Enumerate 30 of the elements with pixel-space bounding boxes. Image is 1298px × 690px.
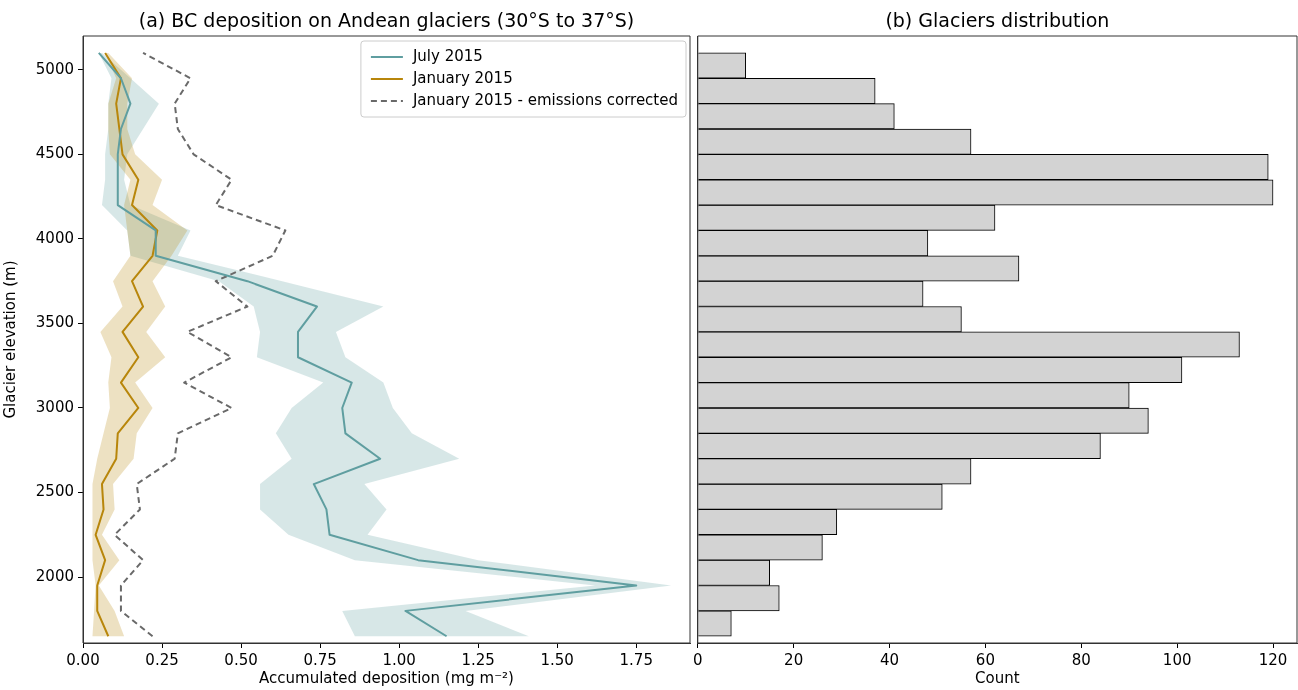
chart-title: (a) BC deposition on Andean glaciers (30°S to 37°S) [138, 9, 635, 31]
legend-label: January 2015 - emissions corrected [411, 90, 679, 109]
y-tick-label: 3000 [35, 397, 74, 416]
legend-label: January 2015 [411, 68, 513, 87]
x-tick-label: 0.00 [66, 650, 100, 669]
x-tick-label: 0.50 [224, 650, 258, 669]
legend-label: July 2015 [411, 46, 483, 65]
y-tick-label: 5000 [35, 59, 74, 78]
y-tick-label: 2000 [35, 566, 74, 585]
y-tick-label: 3500 [35, 313, 74, 332]
x-tick-label: 1.25 [461, 650, 495, 669]
x-tick-label: 1.75 [619, 650, 653, 669]
x-tick-label: 60 [975, 650, 995, 669]
x-axis-title: Count [975, 668, 1020, 687]
y-tick-label: 4500 [35, 144, 74, 163]
y-tick-label: 2500 [35, 482, 74, 501]
x-tick-label: 1.50 [540, 650, 574, 669]
x-tick-label: 120 [1258, 650, 1288, 669]
x-tick-label: 0 [693, 650, 703, 669]
chart-title: (b) Glaciers distribution [885, 9, 1110, 31]
x-tick-label: 20 [784, 650, 804, 669]
x-tick-label: 0.25 [145, 650, 179, 669]
x-tick-label: 40 [879, 650, 900, 669]
y-axis-title: Glacier elevation (m) [0, 260, 19, 419]
x-tick-label: 0.75 [303, 650, 337, 669]
x-tick-label: 80 [1071, 650, 1091, 669]
y-tick-label: 4000 [35, 228, 74, 247]
x-tick-label: 100 [1162, 650, 1192, 669]
x-tick-label: 1.00 [382, 650, 416, 669]
x-axis-title: Accumulated deposition (mg m⁻²) [259, 668, 514, 687]
